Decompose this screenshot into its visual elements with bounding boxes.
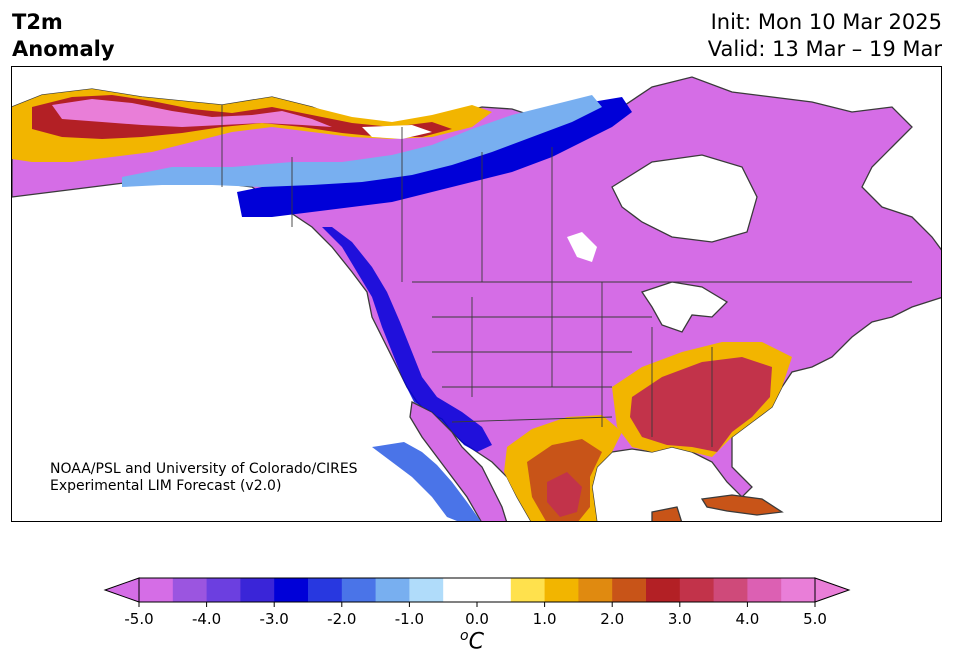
- political-borders: [221, 105, 912, 447]
- colorbar-swatch: [240, 578, 275, 602]
- colorbar-tick-label: 5.0: [803, 610, 827, 628]
- colorbar-tick-label: -4.0: [192, 610, 221, 628]
- hudson-bay: [611, 154, 758, 243]
- credit-line-2: Experimental LIM Forecast (v2.0): [50, 478, 282, 494]
- land-mexico: [409, 401, 508, 521]
- colorbar-swatch: [477, 578, 512, 602]
- colorbar-swatch: [206, 578, 241, 602]
- unit-prefix: o: [460, 628, 469, 644]
- colorbar-tick-label: -1.0: [395, 610, 424, 628]
- colorbar-swatch: [578, 578, 613, 602]
- colorbar-unit: oC: [460, 628, 484, 654]
- anomaly-region-texas-core: [547, 472, 582, 517]
- colorbar-tick-label: 3.0: [668, 610, 692, 628]
- colorbar-swatch: [510, 578, 546, 602]
- colorbar-over-triangle: [814, 577, 851, 603]
- colorbar-tick-label: -3.0: [260, 610, 289, 628]
- colorbar-swatch: [443, 578, 478, 602]
- colorbar-swatch: [341, 578, 377, 602]
- colorbar-swatch: [646, 578, 681, 602]
- colorbar-tick-label: 0.0: [465, 610, 489, 628]
- colorbar-swatch: [713, 578, 748, 602]
- title-line-2: Anomaly: [12, 37, 115, 61]
- unit-base: C: [468, 629, 484, 655]
- colorbar-swatch: [139, 578, 174, 602]
- colorbar-swatch: [747, 578, 782, 602]
- anomaly-band-north-cold: [237, 97, 632, 217]
- anomaly-band-west-cold: [322, 227, 492, 452]
- colorbar-tick-label: -2.0: [327, 610, 356, 628]
- cuba: [700, 494, 784, 516]
- valid-date: Valid: 13 Mar – 19 Mar: [707, 37, 942, 61]
- anomaly-map: NOAA/PSL and University of Colorado/CIRE…: [11, 66, 942, 522]
- colorbar-tick-label: 2.0: [600, 610, 624, 628]
- anomaly-region-southeast-hot: [630, 357, 772, 452]
- colorbar-under-triangle: [103, 577, 140, 603]
- colorbar-swatch: [409, 578, 444, 602]
- anomaly-band-north-light: [122, 95, 602, 187]
- anomaly-region-neutral-2: [567, 232, 597, 262]
- colorbar-swatch: [172, 578, 208, 602]
- anomaly-band-north-pink: [52, 99, 332, 127]
- colorbar-ticks: -5.0 -4.0 -3.0 -2.0 -1.0 0.0 1.0 2.0 3.0 4.0 5.0: [124, 602, 827, 628]
- colorbar-swatch: [679, 578, 715, 602]
- map-canvas: [12, 76, 941, 521]
- great-lakes: [640, 281, 729, 333]
- colorbar-swatch: [781, 578, 816, 602]
- map-title: T2m Anomaly: [12, 9, 115, 63]
- colorbar-swatch: [544, 578, 579, 602]
- credit-text: NOAA/PSL and University of Colorado/CIRE…: [50, 461, 358, 495]
- init-date: Init: Mon 10 Mar 2025: [710, 10, 942, 34]
- colorbar-tick-label: 4.0: [735, 610, 759, 628]
- colorbar-tick-label: 1.0: [533, 610, 557, 628]
- colorbar-tick-label: -5.0: [124, 610, 153, 628]
- colorbar-swatch: [274, 578, 309, 602]
- title-line-1: T2m: [12, 10, 63, 34]
- forecast-dates: Init: Mon 10 Mar 2025 Valid: 13 Mar – 19…: [708, 9, 942, 63]
- colorbar-swatch: [375, 578, 410, 602]
- anomaly-band-west-light: [372, 442, 481, 521]
- anomaly-region-neutral: [362, 125, 432, 139]
- credit-line-1: NOAA/PSL and University of Colorado/CIRE…: [50, 461, 358, 477]
- colorbar-swatch: [308, 578, 343, 602]
- colorbar-swatches: [103, 577, 851, 603]
- colorbar-swatch: [612, 578, 647, 602]
- yucatan: [651, 506, 683, 521]
